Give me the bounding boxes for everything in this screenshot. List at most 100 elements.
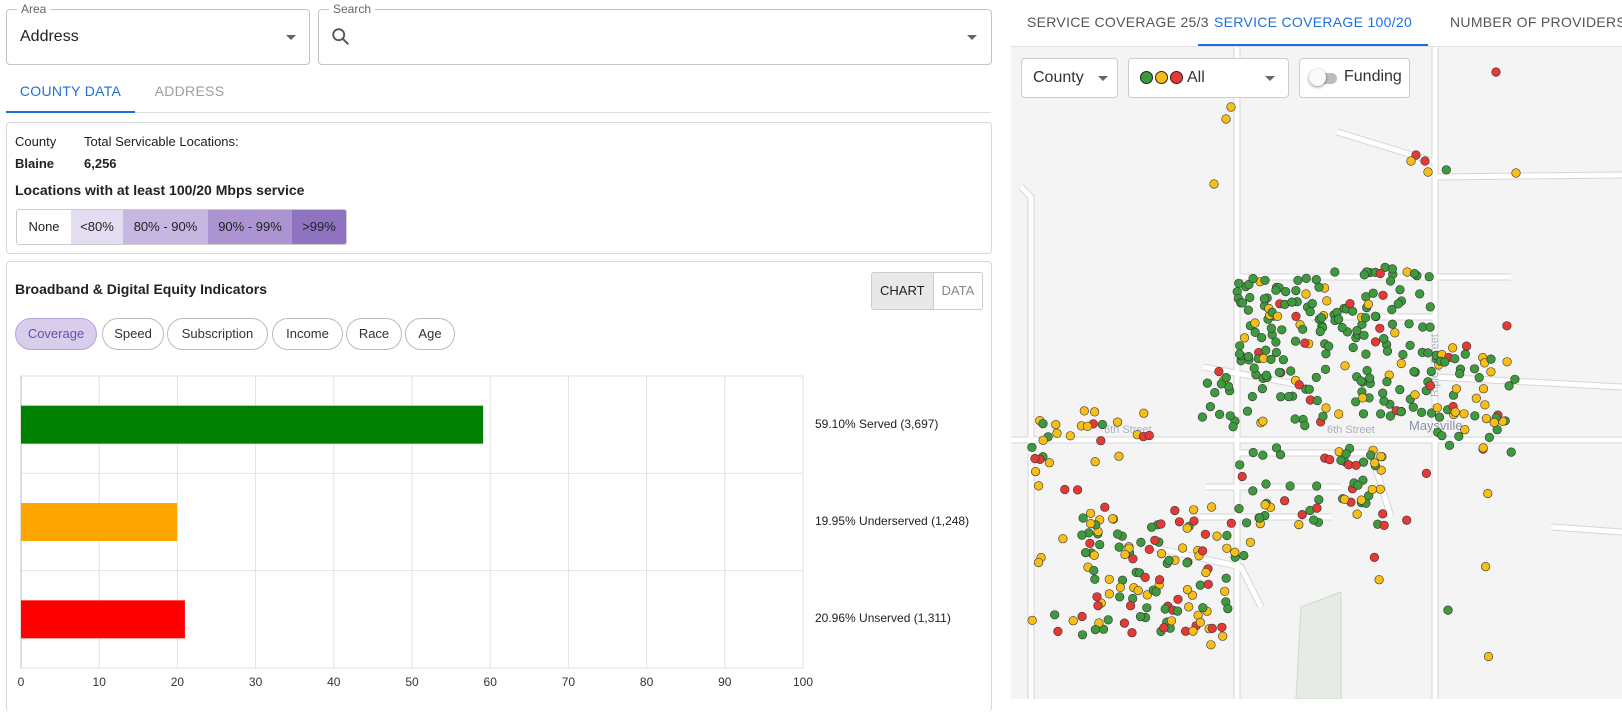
location-dot [1285, 481, 1295, 491]
location-dot [1147, 522, 1157, 532]
location-dot [1209, 179, 1219, 189]
road [1336, 129, 1436, 165]
location-dot [1247, 391, 1257, 402]
status-filter-select[interactable]: All [1128, 58, 1289, 98]
location-dot [1114, 542, 1124, 552]
location-dot [1189, 505, 1199, 515]
location-dot [1221, 373, 1231, 383]
location-dot [1318, 411, 1328, 421]
location-dot [1095, 540, 1105, 550]
data-view-button[interactable]: DATA [941, 283, 975, 298]
location-dot [1309, 515, 1319, 525]
location-dot [1423, 167, 1433, 177]
coverage-map[interactable]: 6th Street 6th Street Ripley Street Maysvil… [1011, 47, 1622, 699]
location-dot [1271, 443, 1282, 453]
location-dot [1471, 393, 1481, 403]
coverage-legend: None <80% 80% - 90% 90% - 99% >99% [16, 209, 347, 245]
tab-coverage-25-3[interactable]: SERVICE COVERAGE 25/3 [1027, 14, 1209, 30]
area-select[interactable]: Area Address [6, 2, 310, 65]
right-tabs: SERVICE COVERAGE 25/3 SERVICE COVERAGE 1… [1011, 0, 1622, 47]
location-dot [1426, 408, 1437, 418]
location-dot [1128, 554, 1138, 564]
tab-number-of-providers[interactable]: NUMBER OF PROVIDERS [1450, 14, 1622, 30]
location-dot [1379, 396, 1389, 406]
location-dot [1182, 584, 1193, 595]
location-dot [1114, 451, 1124, 461]
left-tabs: COUNTY DATA ADDRESS [6, 70, 991, 113]
location-dot [1030, 453, 1040, 464]
location-dot [1197, 412, 1207, 422]
location-dot [1411, 150, 1421, 160]
location-dot [1271, 285, 1281, 295]
location-dot [1115, 592, 1125, 602]
location-dot [1237, 471, 1247, 482]
location-dot [1366, 450, 1376, 460]
chip-age[interactable]: Age [405, 318, 455, 350]
location-dot [1415, 289, 1425, 299]
location-dot [1298, 324, 1308, 334]
chart-view-button[interactable]: CHART [872, 273, 934, 309]
chip-speed[interactable]: Speed [102, 318, 164, 350]
search-field[interactable]: Search [318, 2, 992, 65]
location-dot [1136, 537, 1146, 548]
location-dot [1410, 390, 1420, 400]
location-dot [1470, 411, 1480, 421]
location-dot [1207, 502, 1217, 512]
location-dot [1223, 603, 1233, 614]
search-input[interactable] [359, 22, 943, 52]
location-dot [1100, 502, 1110, 512]
street-label: 6th Street [1327, 424, 1375, 436]
chip-subscription[interactable]: Subscription [167, 318, 268, 350]
tab-coverage-100-20[interactable]: SERVICE COVERAGE 100/20 [1198, 0, 1429, 46]
funding-label: Funding [1344, 68, 1402, 85]
location-dot [1491, 67, 1501, 77]
location-dot [1249, 363, 1259, 373]
location-dot [1382, 377, 1392, 387]
location-dot [1245, 292, 1255, 303]
legend-none: None [17, 210, 71, 244]
map-panel: 6th Street 6th Street Ripley Street Maysvil… [1011, 0, 1622, 699]
location-dot [1104, 589, 1114, 599]
chip-coverage[interactable]: Coverage [15, 318, 97, 350]
location-dot [1156, 519, 1166, 529]
location-dot [1450, 354, 1460, 364]
location-dot [1135, 611, 1146, 622]
location-dot [1486, 354, 1496, 364]
location-dot [1387, 264, 1398, 274]
geo-level-select[interactable]: County [1021, 58, 1118, 98]
location-dot [1115, 582, 1125, 593]
bar-data-label: 59.10% Served (3,697) [815, 416, 939, 431]
location-dot [1214, 366, 1224, 377]
location-dot [1274, 367, 1284, 377]
location-dot [1300, 420, 1310, 431]
location-dot [1242, 406, 1253, 416]
location-dot [1351, 397, 1361, 407]
bar-unserved [21, 600, 185, 639]
location-dot [1360, 313, 1371, 323]
location-dot [1478, 384, 1489, 394]
search-icon [332, 28, 350, 46]
location-dot [1351, 460, 1361, 470]
location-dot [1235, 341, 1245, 351]
left-panel: Area Address Search COUNTY DATA ADDRESS … [6, 2, 992, 712]
location-dot [1090, 624, 1100, 635]
tab-address[interactable]: ADDRESS [154, 83, 225, 99]
location-dot [1090, 574, 1100, 584]
funding-toggle[interactable]: Funding [1299, 58, 1410, 98]
chip-race[interactable]: Race [346, 318, 402, 350]
location-dot [1027, 442, 1037, 452]
location-dot [1080, 548, 1091, 558]
location-dot [1276, 392, 1286, 402]
location-dot [1478, 443, 1488, 453]
location-dot [1368, 288, 1378, 298]
location-dot [1406, 156, 1416, 166]
location-dot [1277, 325, 1287, 335]
location-dot [1341, 449, 1351, 459]
chip-income[interactable]: Income [272, 318, 343, 350]
location-dot [1337, 322, 1347, 333]
location-dot [1434, 412, 1445, 422]
location-dot [1293, 275, 1303, 285]
tab-county-data[interactable]: COUNTY DATA [6, 70, 135, 113]
location-dot [1286, 366, 1296, 376]
location-dot [1334, 314, 1344, 324]
